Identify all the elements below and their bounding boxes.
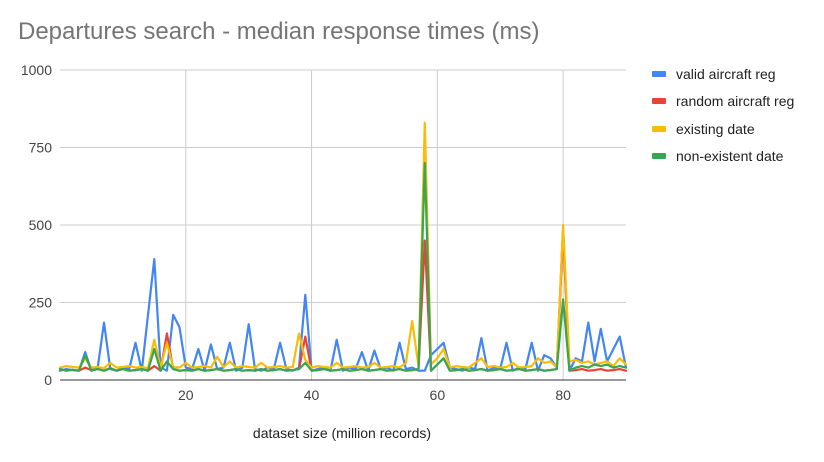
x-tick-label: 60 — [430, 387, 446, 403]
legend-swatch — [652, 98, 666, 105]
legend-swatch — [652, 125, 666, 132]
legend-label: non-existent date — [676, 148, 784, 165]
grid-layer — [60, 69, 626, 380]
legend-swatch — [652, 153, 666, 160]
legend-label: random aircraft reg — [676, 93, 795, 110]
x-tick-label: 80 — [555, 387, 571, 403]
chart-title: Departures search - median response time… — [18, 18, 540, 45]
y-tick-label: 1000 — [21, 62, 52, 78]
legend-swatch — [652, 70, 666, 77]
x-axis-label: dataset size (million records) — [252, 425, 432, 441]
series-line-1 — [58, 227, 628, 372]
y-tick-label: 500 — [29, 217, 53, 233]
series-line-3 — [58, 121, 628, 370]
x-tick-label: 40 — [304, 387, 320, 403]
y-tick-label: 250 — [29, 295, 53, 311]
series-line-4 — [58, 161, 628, 372]
legend-label: valid aircraft reg — [676, 65, 776, 82]
x-tick-label: 20 — [178, 387, 194, 403]
legend-item: valid aircraft reg — [652, 60, 794, 88]
legend-item: random aircraft reg — [652, 88, 794, 116]
y-tick-label: 0 — [44, 372, 52, 388]
legend-item: non-existent date — [652, 143, 794, 171]
legend-label: existing date — [676, 120, 755, 137]
y-tick-label: 750 — [29, 140, 53, 156]
legend: valid aircraft reg random aircraft reg exi… — [652, 60, 794, 170]
axis-layer: 0 250 500 750 1000 20 40 60 80 — [21, 62, 626, 403]
legend-item: existing date — [652, 115, 794, 143]
series-layer — [58, 121, 628, 372]
